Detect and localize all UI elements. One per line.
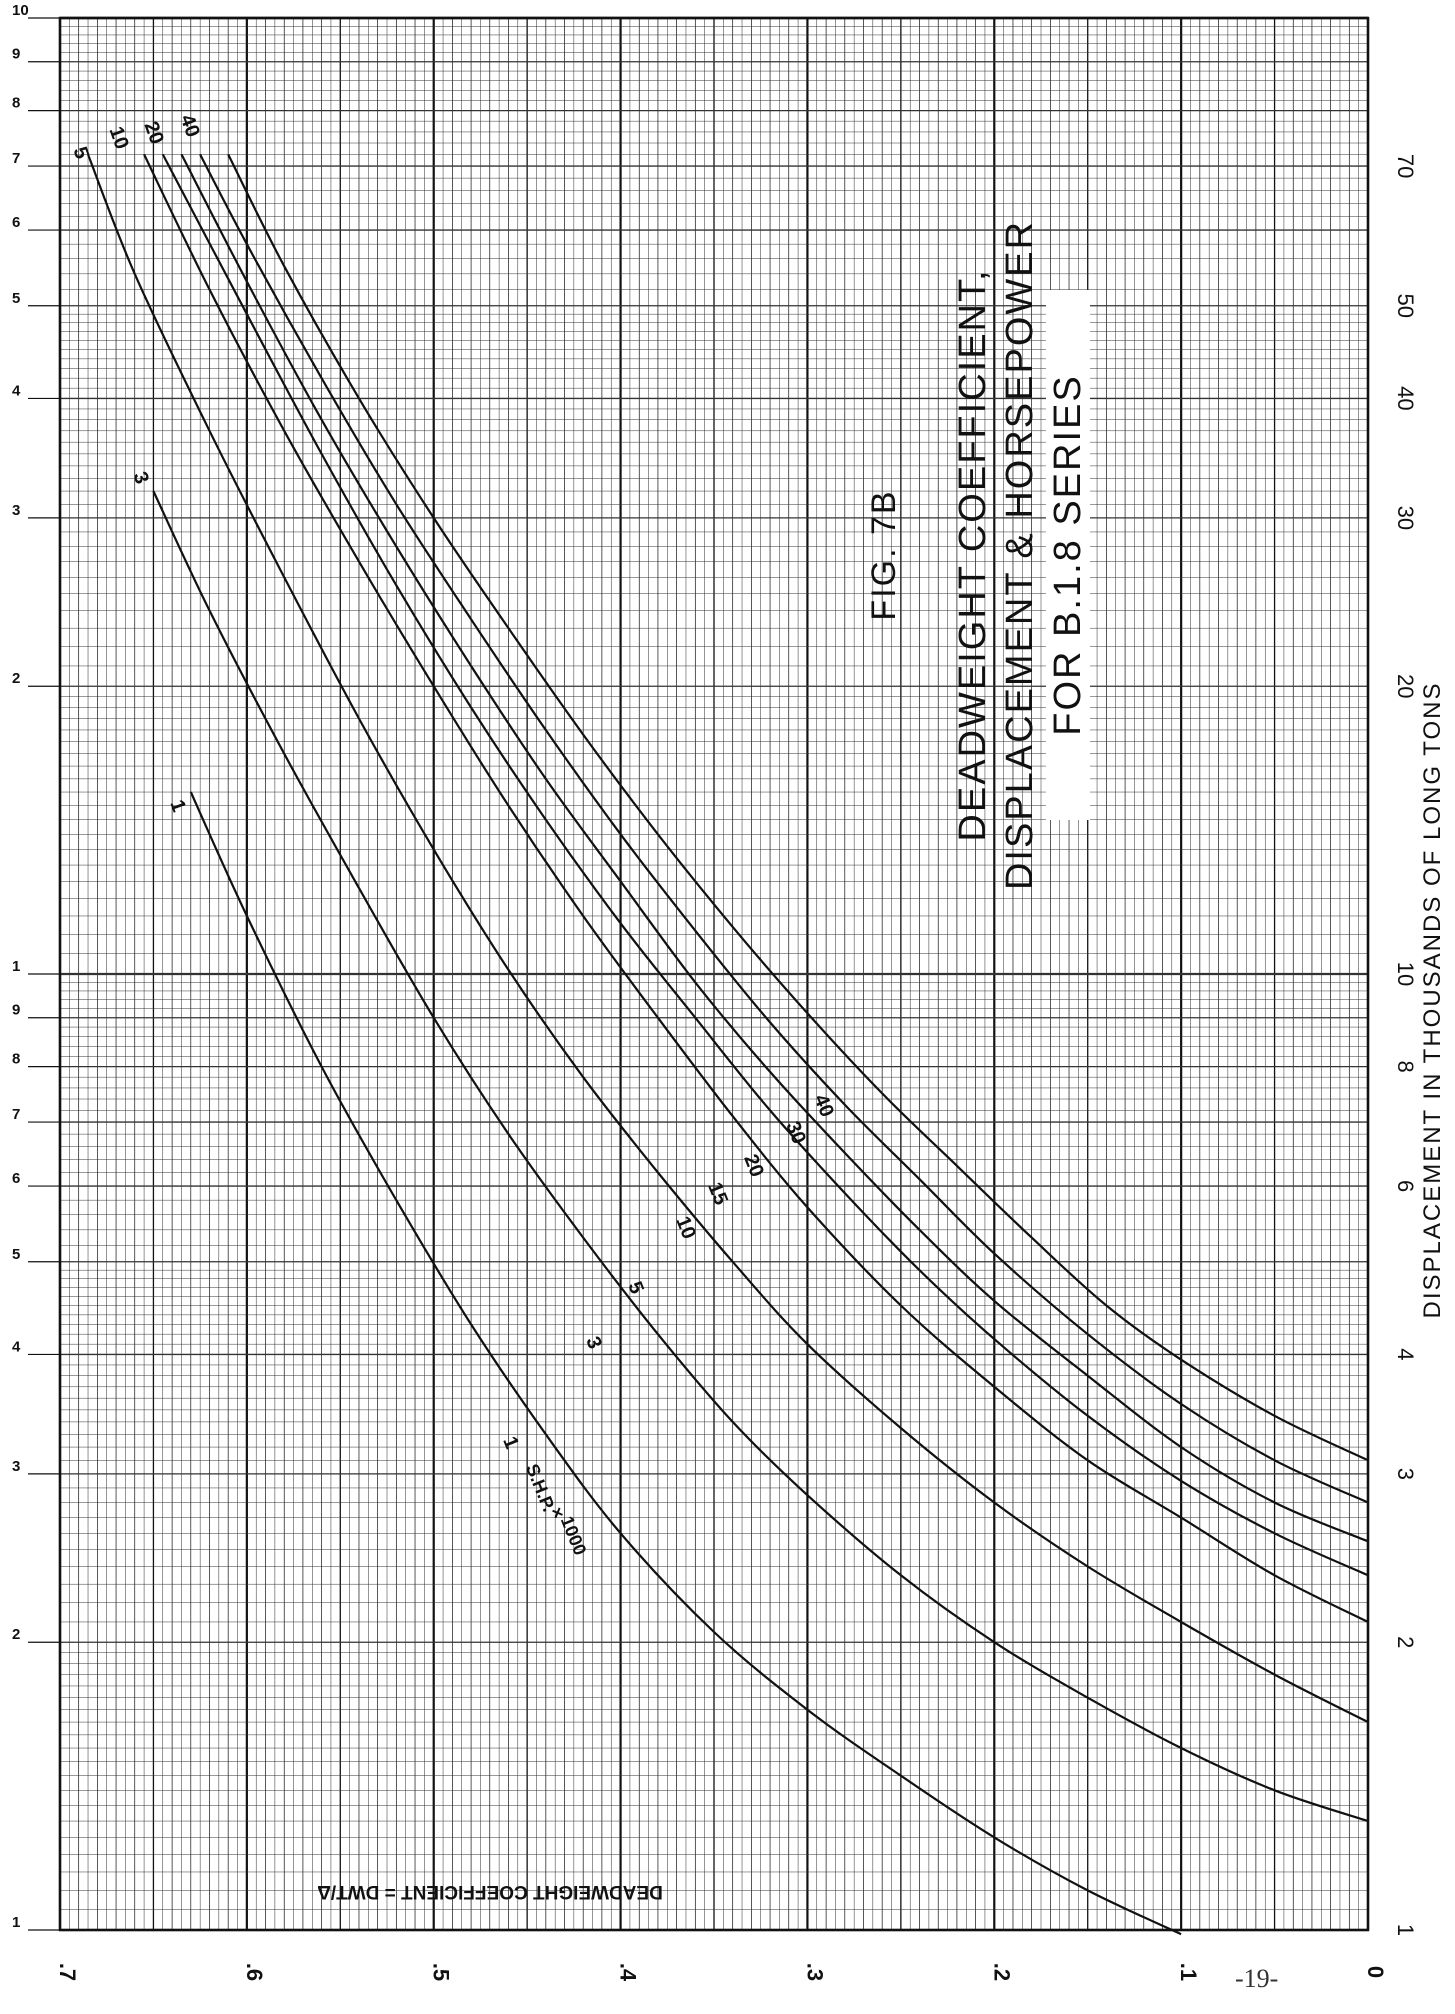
y-tick-label-right: 2 — [1393, 1636, 1418, 1648]
y-tick-label-left: 4 — [12, 382, 21, 399]
y-tick-label-left: 9 — [12, 1002, 20, 1019]
series-line-10 — [143, 153, 1369, 1623]
chart-title-line: FIG. 7B — [865, 489, 903, 620]
curves — [86, 153, 1369, 1936]
curve-label-upper: 3 — [128, 469, 152, 487]
series-line-20 — [180, 153, 1369, 1543]
x-axis-title: DEADWEIGHT COEFFICIENT = DWT/Δ — [317, 1881, 663, 1902]
y-tick-label-left: 2 — [12, 670, 20, 687]
y-tick-label-left: 4 — [12, 1338, 21, 1355]
y-axis-title: DISPLACEMENT IN THOUSANDS OF LONG TONS — [1419, 682, 1446, 1319]
curve-label-lower: 15 — [703, 1179, 732, 1208]
y-tick-label-right: 30 — [1393, 506, 1418, 530]
y-tick-label-left: 2 — [12, 1626, 20, 1643]
x-tick-label: .5 — [429, 1963, 454, 1981]
y-tick-label-left: 1 — [12, 1914, 20, 1931]
y-tick-label-left: 8 — [12, 95, 20, 112]
y-tick-label-left: 1 — [12, 958, 20, 975]
y-tick-label-left: 10 — [12, 2, 29, 19]
y-tick-label-left: 6 — [12, 214, 20, 231]
tick-labels: 12345678912345678910123468102030405070.7… — [12, 2, 1418, 1982]
y-tick-label-left: 9 — [12, 46, 20, 63]
x-tick-label: .4 — [616, 1963, 641, 1982]
y-tick-label-left: 7 — [12, 150, 20, 167]
axis-titles: DISPLACEMENT IN THOUSANDS OF LONG TONS DE… — [317, 220, 1446, 1902]
y-tick-label-right: 50 — [1393, 294, 1418, 318]
y-tick-label-left: 6 — [12, 1170, 20, 1187]
y-tick-label-right: 4 — [1393, 1348, 1418, 1360]
y-tick-label-right: 70 — [1393, 154, 1418, 178]
y-tick-label-left: 7 — [12, 1106, 20, 1123]
curve-label-lower: 40 — [809, 1091, 838, 1120]
x-tick-label: 0 — [1363, 1966, 1388, 1978]
chart-title-line: FOR B.1.8 SERIES — [1047, 374, 1089, 735]
y-tick-label-left: 3 — [12, 502, 20, 519]
chart-title-line: DEADWEIGHT COEFFICIENT, — [952, 268, 994, 841]
series-line-40 — [227, 153, 1369, 1462]
y-tick-label-left: 5 — [12, 290, 20, 307]
curve-label-lower: 5 — [623, 1278, 648, 1297]
y-tick-label-right: 20 — [1393, 674, 1418, 698]
grid — [58, 16, 1370, 1932]
curve-label-word: 1000 — [557, 1513, 591, 1558]
series-line-30 — [199, 153, 1369, 1504]
x-tick-label: .6 — [242, 1963, 267, 1981]
x-tick-label: .2 — [989, 1963, 1014, 1981]
curve-label-upper: 40 — [175, 112, 203, 140]
y-tick-label-right: 8 — [1393, 1061, 1418, 1073]
y-tick-label-right: 6 — [1393, 1180, 1418, 1192]
title-highlight — [1046, 290, 1090, 820]
x-tick-label: .7 — [55, 1963, 80, 1981]
curve-label-lower: 1 — [498, 1433, 523, 1452]
y-tick-label-right: 3 — [1393, 1468, 1418, 1480]
y-tick-label-left: 5 — [12, 1246, 20, 1263]
curve-label-upper: 10 — [104, 124, 132, 152]
series-line-3 — [152, 490, 1369, 1823]
y-tick-label-right: 10 — [1393, 962, 1418, 986]
series-line-15 — [161, 153, 1369, 1577]
series-line-5 — [86, 153, 1369, 1724]
series-line-1 — [189, 791, 1182, 1936]
curve-label-upper: 1 — [165, 797, 189, 815]
y-tick-label-left: 8 — [12, 1051, 20, 1068]
y-tick-label-left: 3 — [12, 1458, 20, 1475]
page-number: -19- — [1235, 1964, 1279, 1993]
x-tick-label: .3 — [802, 1963, 827, 1981]
chart-title-line: DISPLACEMENT & HORSEPOWER — [999, 220, 1041, 890]
y-tick-label-right: 40 — [1393, 386, 1418, 410]
y-tick-label-right: 1 — [1393, 1924, 1418, 1936]
x-tick-label: .1 — [1176, 1963, 1201, 1981]
